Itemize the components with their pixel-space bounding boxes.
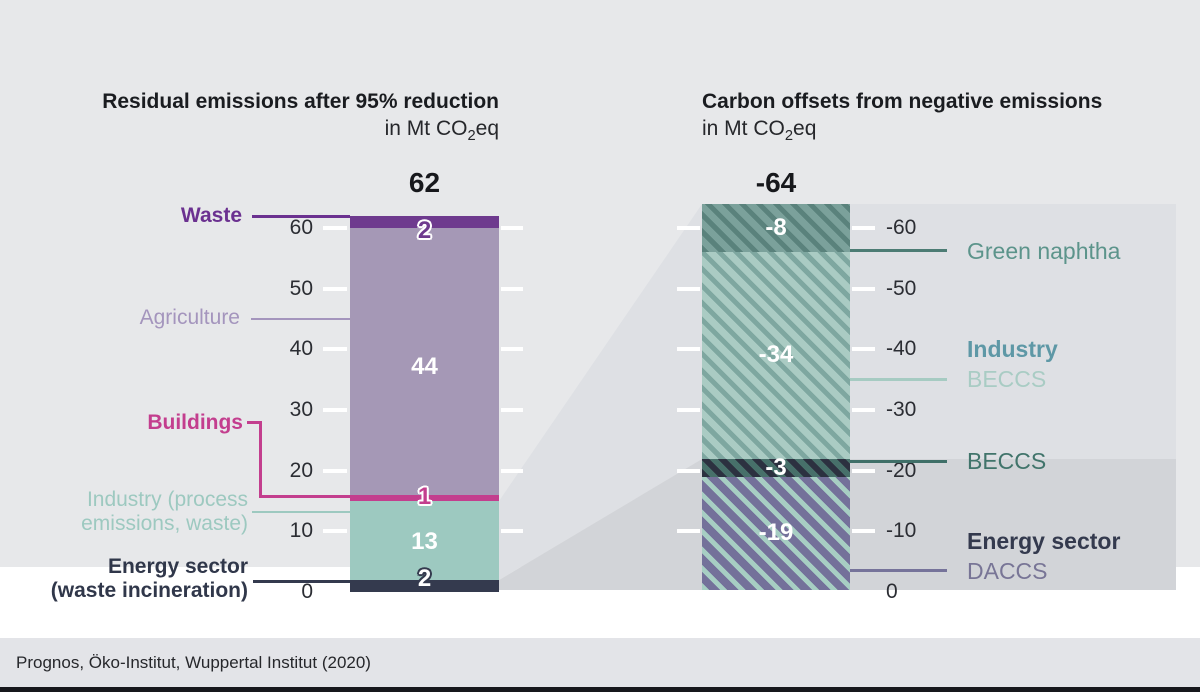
left-axis-tick — [501, 529, 523, 533]
leader-line-green-naphtha — [850, 249, 947, 252]
right-axis-tick — [852, 469, 875, 473]
left-axis-tick-label: 40 — [289, 337, 313, 360]
segment-waste — [350, 216, 499, 228]
segment-industry — [350, 501, 499, 580]
segment-daccs — [702, 477, 850, 590]
leader-line-agriculture — [251, 318, 350, 320]
left-axis-tick-label: 30 — [289, 398, 313, 421]
left-axis-tick-label: 10 — [289, 519, 313, 542]
right-axis-tick — [677, 287, 700, 291]
category-label-daccs: DACCS — [967, 558, 1048, 584]
right-axis-tick — [852, 226, 875, 230]
right-axis-tick — [677, 408, 700, 412]
leader-line-beccs — [850, 460, 947, 463]
right-axis-tick-label: -50 — [886, 277, 917, 300]
left-chart-title: Residual emissions after 95% reduction — [102, 90, 499, 113]
right-axis-tick-label: -40 — [886, 337, 917, 360]
leader-line-daccs — [850, 569, 947, 572]
category-label-energy: Energy sector (waste incineration) — [40, 555, 248, 603]
value-label-green-naphtha: -8 — [765, 214, 787, 241]
category-label-agriculture: Agriculture — [139, 306, 240, 329]
left-axis-tick — [323, 347, 347, 351]
right-bar-total: -64 — [755, 167, 797, 198]
category-label-beccs: BECCS — [967, 448, 1047, 474]
left-axis-tick-label: 20 — [289, 459, 313, 482]
left-axis-tick — [323, 529, 347, 533]
value-label-energy: 2 — [417, 565, 432, 592]
footer-bottom-rule — [0, 687, 1200, 692]
category-label-energy-offset: Energy sector — [967, 528, 1121, 554]
value-label-agriculture: 44 — [411, 353, 438, 380]
right-chart-unit: in Mt CO2eq — [702, 117, 817, 145]
right-axis-tick-label: 0 — [886, 580, 898, 603]
value-label-buildings: 1 — [417, 483, 432, 510]
right-stacked-bar — [702, 204, 850, 590]
value-label-waste: 2 — [417, 217, 432, 244]
zero-baseline — [323, 590, 877, 594]
leader-line-waste — [252, 215, 350, 218]
value-label-daccs: -19 — [758, 519, 794, 546]
right-axis-tick-label: -20 — [886, 459, 917, 482]
left-bar-total: 62 — [408, 167, 441, 198]
left-axis-tick-label: 60 — [289, 216, 313, 239]
category-label-energy-line1: Energy sector — [107, 555, 248, 578]
right-axis-tick — [677, 469, 700, 473]
left-axis-tick — [501, 408, 523, 412]
right-axis-tick — [852, 347, 875, 351]
leader-line-buildings-h2 — [259, 495, 350, 498]
category-label-industry: Industry (process emissions, waste) — [40, 488, 248, 536]
value-label-beccs: -3 — [765, 454, 787, 481]
left-axis-tick-label: 50 — [289, 277, 313, 300]
left-axis-tick — [501, 287, 523, 291]
category-label-waste: Waste — [180, 204, 242, 227]
left-axis-tick — [323, 469, 347, 473]
category-label-buildings: Buildings — [147, 411, 243, 434]
left-axis-tick — [501, 347, 523, 351]
left-chart-unit: in Mt CO2eq — [384, 117, 499, 145]
category-label-energy-line2: (waste incineration) — [50, 579, 248, 602]
category-label-industry-offset: Industry — [967, 336, 1058, 362]
category-label-industry-line1: Industry (process — [86, 488, 248, 511]
segment-green-naphtha — [702, 204, 850, 252]
segment-energy — [350, 580, 499, 592]
right-axis-tick-label: -30 — [886, 398, 917, 421]
right-axis-tick — [677, 529, 700, 533]
category-label-industry-line2: emissions, waste) — [81, 512, 248, 535]
left-axis-tick — [323, 287, 347, 291]
right-axis-tick — [852, 529, 875, 533]
category-label-industry-beccs: BECCS — [967, 366, 1047, 392]
right-axis-tick-label: -10 — [886, 519, 917, 542]
segment-industry-beccs — [702, 252, 850, 459]
right-axis-tick — [852, 287, 875, 291]
right-axis-tick-label: -60 — [886, 216, 917, 239]
source-note: Prognos, Öko-Institut, Wuppertal Institu… — [16, 653, 371, 672]
leader-line-buildings-h1 — [247, 421, 262, 424]
leader-line-energy — [253, 580, 350, 583]
right-axis-tick — [677, 347, 700, 351]
value-label-industry-beccs: -34 — [758, 341, 794, 368]
segment-agriculture — [350, 228, 499, 495]
right-chart-title: Carbon offsets from negative emissions — [702, 90, 1103, 113]
category-label-green-naphtha: Green naphtha — [967, 238, 1121, 264]
leader-line-buildings-v — [259, 421, 262, 498]
footer-strip — [0, 638, 1200, 687]
left-axis-tick-label: 0 — [301, 580, 313, 603]
segment-buildings — [350, 495, 499, 501]
left-axis-tick — [501, 469, 523, 473]
leader-line-industry — [252, 511, 350, 513]
right-axis-tick — [677, 226, 700, 230]
right-axis-tick — [852, 408, 875, 412]
value-label-industry: 13 — [411, 528, 438, 555]
left-stacked-bar — [350, 216, 499, 592]
left-axis-tick — [323, 226, 347, 230]
left-axis-tick — [501, 226, 523, 230]
segment-beccs — [702, 459, 850, 477]
left-axis-tick — [323, 408, 347, 412]
leader-line-industry-beccs — [850, 378, 947, 381]
